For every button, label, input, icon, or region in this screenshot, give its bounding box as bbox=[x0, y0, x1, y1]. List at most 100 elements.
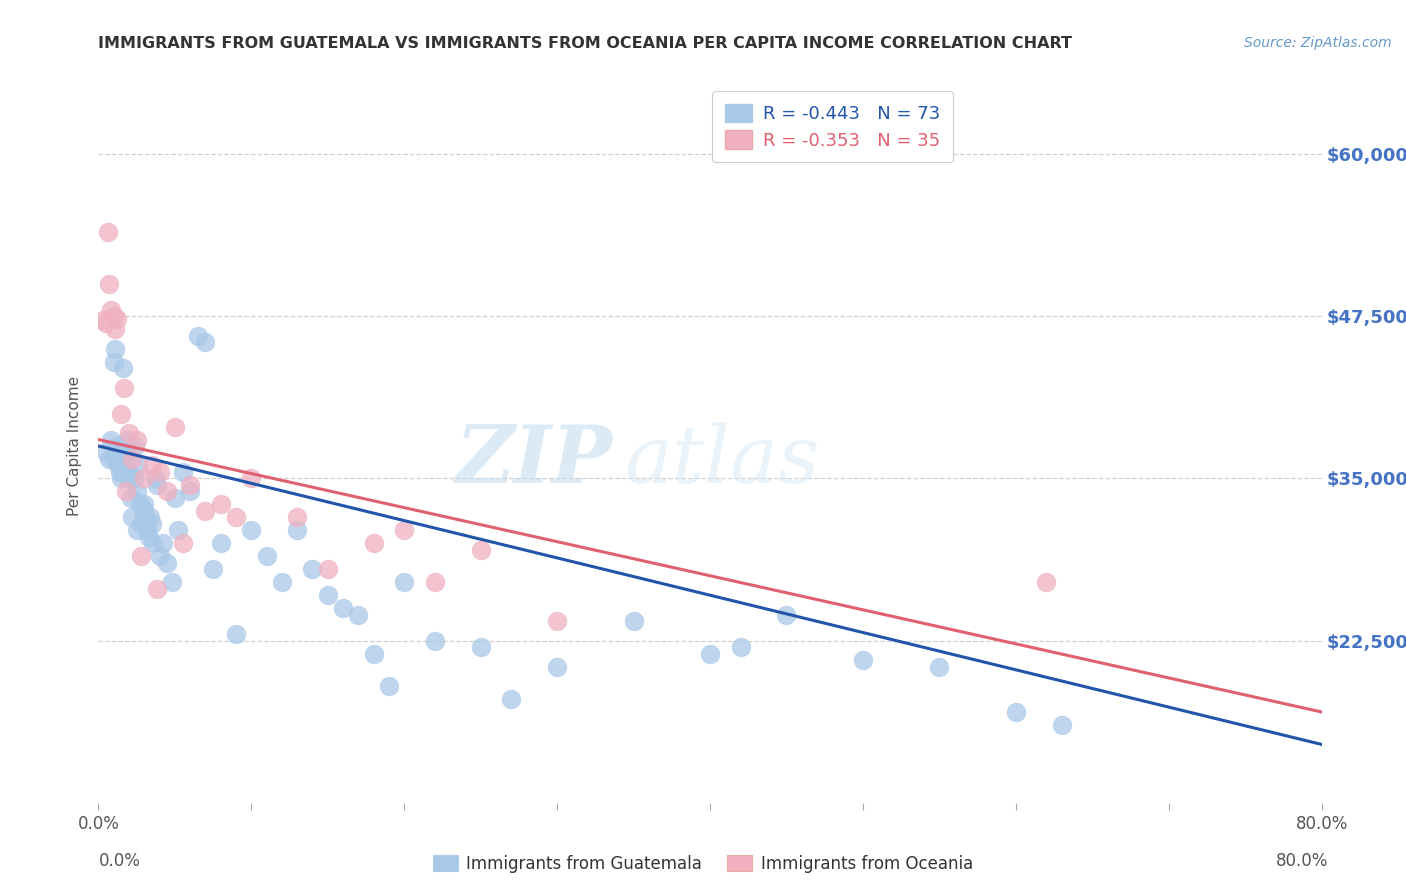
Point bbox=[301, 562, 323, 576]
Point bbox=[94, 316, 117, 330]
Point bbox=[501, 692, 523, 706]
Point bbox=[160, 575, 183, 590]
Point bbox=[470, 542, 492, 557]
Point bbox=[240, 471, 263, 485]
Point bbox=[97, 225, 120, 239]
Point bbox=[256, 549, 278, 564]
Point bbox=[98, 452, 121, 467]
Point bbox=[187, 328, 209, 343]
Point bbox=[118, 465, 141, 479]
Text: IMMIGRANTS FROM GUATEMALA VS IMMIGRANTS FROM OCEANIA PER CAPITA INCOME CORRELATI: IMMIGRANTS FROM GUATEMALA VS IMMIGRANTS … bbox=[98, 36, 1073, 51]
Point bbox=[167, 524, 190, 538]
Point bbox=[110, 471, 132, 485]
Point bbox=[127, 458, 149, 473]
Point bbox=[179, 484, 201, 499]
Point bbox=[149, 549, 172, 564]
Point bbox=[145, 478, 167, 492]
Point bbox=[149, 465, 172, 479]
Point bbox=[332, 601, 354, 615]
Y-axis label: Per Capita Income: Per Capita Income bbox=[67, 376, 83, 516]
Point bbox=[363, 536, 385, 550]
Point bbox=[135, 510, 157, 524]
Point bbox=[378, 679, 401, 693]
Point bbox=[194, 504, 217, 518]
Point bbox=[134, 504, 156, 518]
Point bbox=[730, 640, 752, 654]
Point bbox=[110, 445, 132, 459]
Point bbox=[852, 653, 875, 667]
Point bbox=[143, 471, 166, 485]
Point bbox=[104, 322, 127, 336]
Point bbox=[546, 659, 568, 673]
Point bbox=[103, 310, 125, 324]
Point bbox=[121, 452, 143, 467]
Point bbox=[98, 277, 121, 291]
Point bbox=[163, 491, 186, 505]
Point bbox=[172, 465, 194, 479]
Point bbox=[141, 516, 163, 531]
Point bbox=[94, 445, 117, 459]
Point bbox=[112, 381, 135, 395]
Point bbox=[928, 659, 950, 673]
Point bbox=[145, 582, 167, 596]
Point bbox=[285, 524, 308, 538]
Point bbox=[1035, 575, 1057, 590]
Point bbox=[285, 510, 308, 524]
Point bbox=[270, 575, 294, 590]
Text: 80.0%: 80.0% bbox=[1277, 852, 1329, 870]
Point bbox=[105, 439, 128, 453]
Text: atlas: atlas bbox=[624, 422, 820, 499]
Point bbox=[115, 445, 138, 459]
Point bbox=[105, 311, 128, 326]
Point bbox=[125, 433, 148, 447]
Point bbox=[225, 510, 247, 524]
Point bbox=[110, 407, 132, 421]
Point bbox=[202, 562, 225, 576]
Point bbox=[163, 419, 186, 434]
Point bbox=[120, 491, 142, 505]
Point bbox=[100, 433, 122, 447]
Point bbox=[117, 433, 139, 447]
Point bbox=[103, 452, 125, 467]
Point bbox=[316, 588, 339, 602]
Point bbox=[775, 607, 797, 622]
Point bbox=[1050, 718, 1073, 732]
Point bbox=[125, 524, 148, 538]
Point bbox=[423, 575, 446, 590]
Point bbox=[115, 484, 138, 499]
Point bbox=[699, 647, 721, 661]
Legend: Immigrants from Guatemala, Immigrants from Oceania: Immigrants from Guatemala, Immigrants fr… bbox=[426, 848, 980, 880]
Point bbox=[172, 536, 194, 550]
Point bbox=[111, 361, 134, 376]
Point bbox=[124, 439, 146, 453]
Point bbox=[125, 484, 148, 499]
Point bbox=[392, 524, 416, 538]
Point bbox=[209, 536, 232, 550]
Point bbox=[152, 536, 174, 550]
Point bbox=[194, 335, 217, 350]
Point bbox=[316, 562, 339, 576]
Point bbox=[134, 497, 156, 511]
Point bbox=[546, 614, 568, 628]
Point bbox=[363, 647, 385, 661]
Point bbox=[91, 313, 114, 327]
Point bbox=[156, 556, 179, 570]
Point bbox=[104, 342, 127, 356]
Point bbox=[138, 530, 160, 544]
Point bbox=[179, 478, 201, 492]
Point bbox=[103, 354, 125, 368]
Point bbox=[129, 516, 152, 531]
Point bbox=[128, 497, 150, 511]
Point bbox=[134, 471, 156, 485]
Point bbox=[122, 471, 145, 485]
Point bbox=[392, 575, 416, 590]
Point bbox=[139, 510, 162, 524]
Point bbox=[470, 640, 492, 654]
Point bbox=[132, 504, 155, 518]
Point bbox=[129, 549, 152, 564]
Point bbox=[136, 524, 159, 538]
Point bbox=[240, 524, 263, 538]
Point bbox=[107, 458, 129, 473]
Point bbox=[100, 302, 122, 317]
Text: 0.0%: 0.0% bbox=[98, 852, 141, 870]
